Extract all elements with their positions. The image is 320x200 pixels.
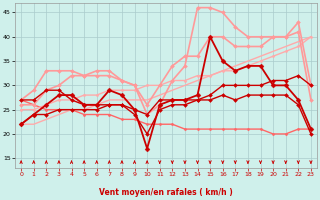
X-axis label: Vent moyen/en rafales ( km/h ): Vent moyen/en rafales ( km/h ) [99,188,233,197]
